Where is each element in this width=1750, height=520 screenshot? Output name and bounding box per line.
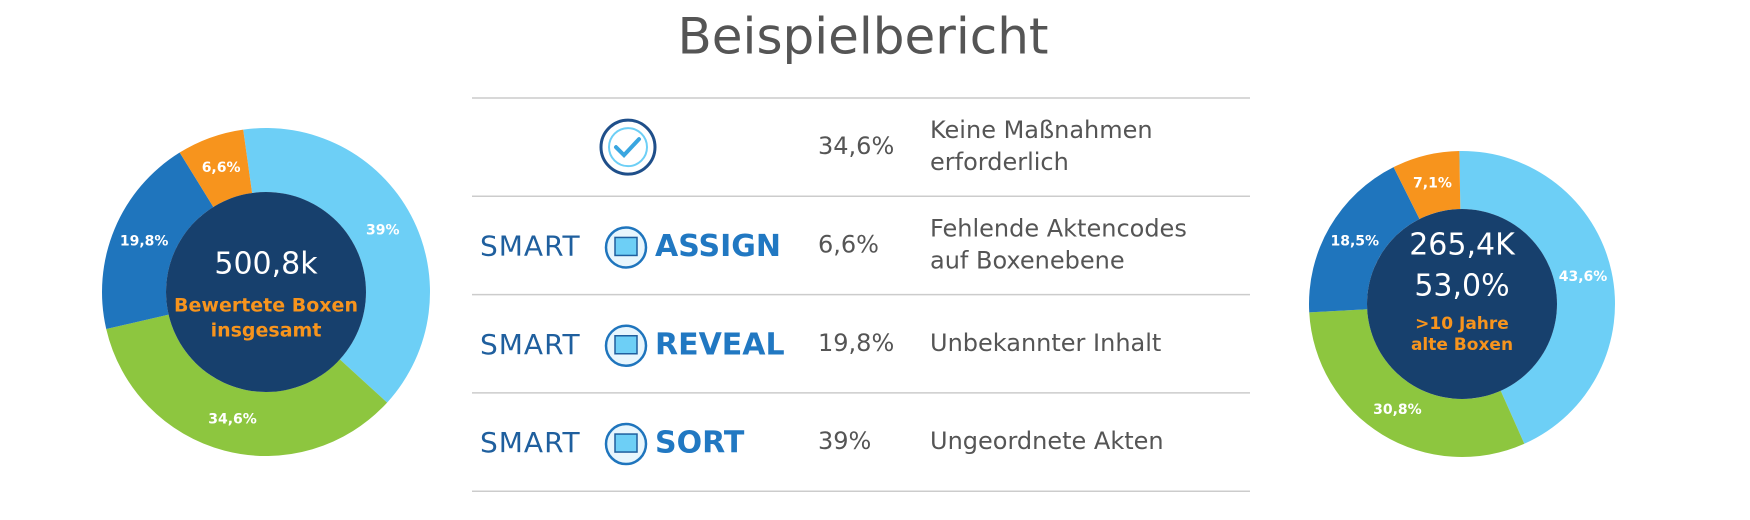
donut-segment xyxy=(106,314,388,456)
segment-label: 7,1% xyxy=(1413,176,1452,192)
row-description: Keine Maßnahmen xyxy=(930,116,1153,144)
center-label: >10 Jahre xyxy=(1415,314,1509,334)
donut-center xyxy=(1367,209,1557,399)
row-description: Fehlende Aktencodes xyxy=(930,214,1187,242)
row-description: auf Boxenebene xyxy=(930,246,1125,274)
segment-label: 6,6% xyxy=(202,160,241,176)
logo-name: ASSIGN xyxy=(655,229,781,264)
donut-segment xyxy=(1393,151,1461,220)
row-description: Ungeordnete Akten xyxy=(930,427,1164,455)
segment-label: 18,5% xyxy=(1330,234,1379,250)
check-mark xyxy=(614,137,641,159)
logo-prefix: SMART xyxy=(480,426,581,459)
page-title: Beispielbericht xyxy=(677,8,1048,66)
donut-segment xyxy=(102,152,214,330)
segment-label: 34,6% xyxy=(208,412,257,428)
logo-name: SORT xyxy=(655,426,745,461)
logo-prefix: SMART xyxy=(480,229,581,262)
segment-label: 43,6% xyxy=(1559,269,1608,285)
center-label: insgesamt xyxy=(211,320,322,342)
logo-icon-box xyxy=(614,433,638,453)
donut-segment xyxy=(1459,151,1615,444)
donut-center xyxy=(166,192,366,392)
row-description: Unbekannter Inhalt xyxy=(930,329,1161,357)
center-value: 53,0% xyxy=(1414,269,1509,304)
center-label: Bewertete Boxen xyxy=(174,295,358,317)
row-percent: 34,6% xyxy=(818,132,894,160)
logo-icon-box xyxy=(614,236,638,257)
segment-label: 39% xyxy=(366,222,400,238)
center-label: alte Boxen xyxy=(1411,335,1513,355)
row-percent: 6,6% xyxy=(818,230,879,258)
donut-segment xyxy=(1309,167,1420,313)
donut-segment xyxy=(179,129,253,207)
donut-segment xyxy=(243,128,430,403)
check-icon xyxy=(599,118,657,176)
center-value: 500,8k xyxy=(214,247,318,282)
row-description: erforderlich xyxy=(930,148,1069,176)
logo-icon-box xyxy=(614,335,638,355)
segment-label: 30,8% xyxy=(1373,402,1422,418)
segment-label: 19,8% xyxy=(120,233,169,249)
check-icon-inner xyxy=(608,127,648,168)
logo-name: REVEAL xyxy=(655,327,785,362)
logo-prefix: SMART xyxy=(480,328,581,361)
center-value: 265,4K xyxy=(1409,228,1516,263)
row-percent: 39% xyxy=(818,427,871,455)
donut-segment xyxy=(1309,309,1525,457)
row-percent: 19,8% xyxy=(818,329,894,357)
